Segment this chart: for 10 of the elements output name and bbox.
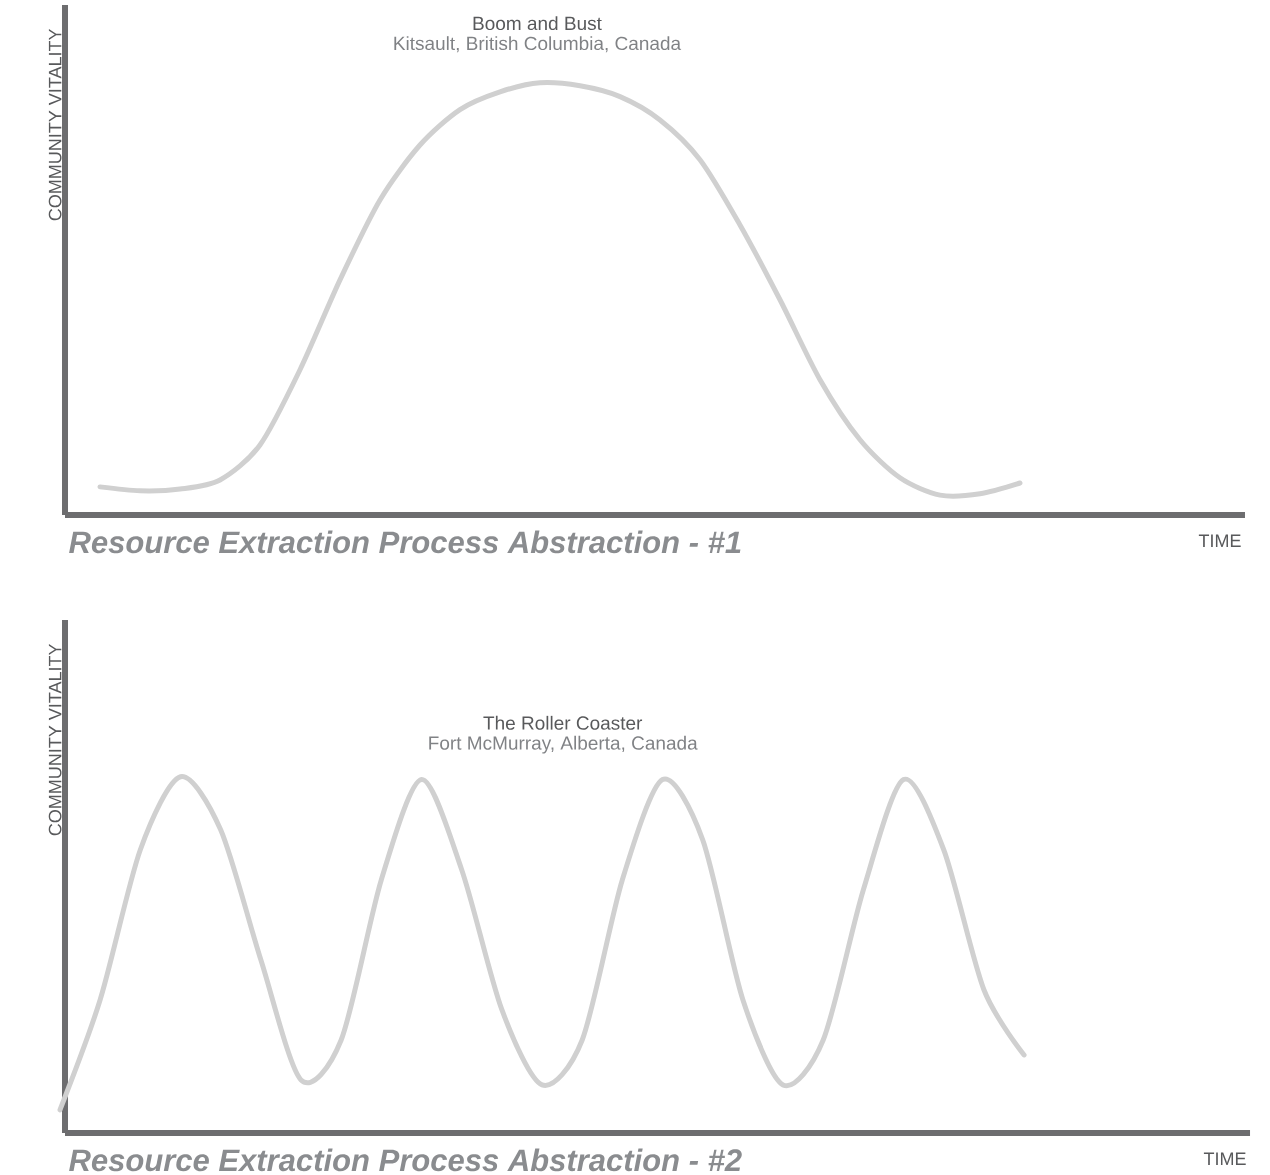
text: Resource Extraction Process Abstraction - #2 (69, 1148, 742, 1172)
chart-subtitle: Fort McMurray, Alberta, Canada (429, 735, 698, 754)
y-axis-title: COMMUNITY VITALITY (48, 28, 62, 221)
text: Resource Extraction Process Abstraction - #1 (69, 530, 741, 554)
chart-subtitle: Kitsault, British Columbia, Canada (394, 36, 682, 53)
x-axis-title: TIME (1198, 534, 1241, 547)
x-axis-title: TIME (1203, 1152, 1246, 1165)
y-axis-title: COMMUNITY VITALITY (48, 643, 62, 836)
chart-title: Boom and Bust (473, 16, 602, 31)
chart-title: The Roller Coaster (483, 715, 643, 730)
